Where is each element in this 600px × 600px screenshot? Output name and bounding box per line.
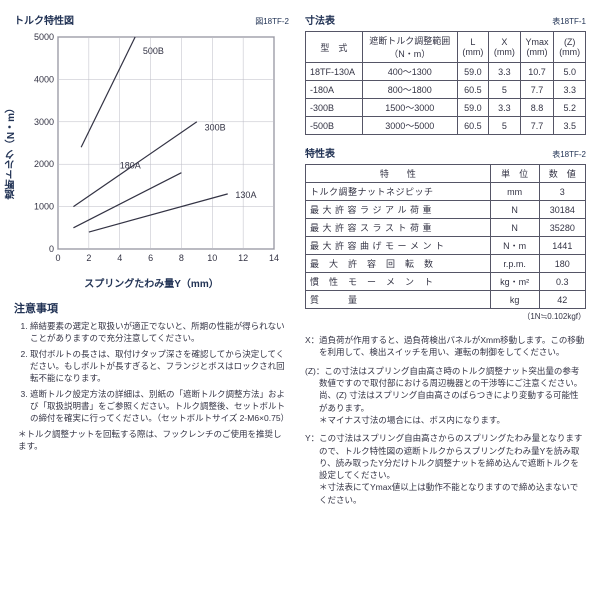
right-note-item: Y：この寸法はスプリング自由高さからのスプリングたわみ量となりますので、トルク特… — [305, 432, 586, 506]
chart-x-label: スプリングたわみ量Y（mm） — [14, 275, 289, 290]
right-note-item: X：過負荷が作用すると、過負荷検出パネルがXmm移動します。この移動を利用して、… — [305, 334, 586, 359]
table-header: 特 性 — [306, 165, 491, 183]
dimension-table: 型 式遮断トルク調整範囲（N・m）L(mm)X(mm)Ymax(mm)(Z)(m… — [305, 31, 586, 135]
torque-chart-title: トルク特性図 — [14, 12, 74, 27]
torque-chart-tag: 図18TF-2 — [255, 16, 289, 27]
dim-table-tag: 表18TF-1 — [552, 16, 586, 27]
table-row: 最 大 許 容 曲 げ モ ー メ ン トN・m1441 — [306, 237, 586, 255]
dim-table-header: 寸法表 表18TF-1 — [305, 12, 586, 27]
right-note-item: (Z)：この寸法はスプリング自由高さ時のトルク調整ナット突出量の参考数値ですので… — [305, 365, 586, 427]
right-notes: X：過負荷が作用すると、過負荷検出パネルがXmm移動します。この移動を利用して、… — [305, 334, 586, 506]
svg-text:10: 10 — [207, 253, 217, 263]
table-header: (Z)(mm) — [554, 32, 586, 63]
table-row: -180A800～180060.557.73.3 — [306, 81, 586, 99]
table-row: トルク調整ナットネジピッチmm3 — [306, 183, 586, 201]
svg-text:4000: 4000 — [34, 74, 54, 84]
chart-svg: 0 2 4 6 8 10 12 14 0 1000 2000 3000 4000 5000 500B 300B… — [20, 31, 280, 271]
dim-table-title: 寸法表 — [305, 12, 335, 27]
table-row: 最 大 許 容 ラ ジ ア ル 荷 重N30184 — [306, 201, 586, 219]
table-row: 18TF-130A400～130059.03.310.75.0 — [306, 63, 586, 81]
characteristics-table: 特 性単 位数 値トルク調整ナットネジピッチmm3最 大 許 容 ラ ジ ア ル… — [305, 164, 586, 309]
svg-text:2: 2 — [86, 253, 91, 263]
svg-text:300B: 300B — [205, 122, 226, 132]
svg-text:14: 14 — [269, 253, 279, 263]
notes-title: 注意事項 — [14, 300, 289, 316]
table-header: X(mm) — [489, 32, 521, 63]
svg-text:130A: 130A — [235, 190, 256, 200]
table-row: -500B3000～500060.557.73.5 — [306, 117, 586, 135]
chr-table-header: 特性表 表18TF-2 — [305, 145, 586, 160]
unit-footnote: （1N≒0.102kgf） — [305, 311, 586, 322]
table-header: L(mm) — [457, 32, 489, 63]
svg-text:8: 8 — [179, 253, 184, 263]
notes-sub: ＊トルク調整ナットを回転する際は、フックレンチのご使用を推奨します。 — [18, 428, 289, 453]
svg-text:500B: 500B — [143, 46, 164, 56]
table-row: 質 量kg42 — [306, 291, 586, 309]
svg-text:0: 0 — [49, 244, 54, 254]
svg-text:12: 12 — [238, 253, 248, 263]
table-header: Ymax(mm) — [520, 32, 554, 63]
list-item: 遮断トルク設定方法の詳細は、別紙の「遮断トルク調整方法」および「取扱説明書」をご… — [30, 388, 289, 425]
table-header: 数 値 — [539, 165, 585, 183]
svg-text:5000: 5000 — [34, 32, 54, 42]
torque-chart: 遮断トルク（N・m） 02468101214010002000300040005… — [20, 31, 280, 271]
table-header: 型 式 — [306, 32, 363, 63]
svg-text:6: 6 — [148, 253, 153, 263]
chart-y-label: 遮断トルク（N・m） — [4, 103, 19, 199]
torque-chart-header: トルク特性図 図18TF-2 — [14, 12, 289, 27]
list-item: 取付ボルトの長さは、取付けタップ深さを確認してから決定してください。もしボルトが… — [30, 348, 289, 385]
svg-text:180A: 180A — [120, 160, 141, 170]
table-row: 最 大 許 容 ス ラ ス ト 荷 重N35280 — [306, 219, 586, 237]
table-row: 慣 性 モ ー メ ン トkg・m²0.3 — [306, 273, 586, 291]
svg-text:0: 0 — [55, 253, 60, 263]
table-row: -300B1500～300059.03.38.85.2 — [306, 99, 586, 117]
chr-table-title: 特性表 — [305, 145, 335, 160]
list-item: 締結要素の選定と取扱いが適正でないと、所期の性能が得られないことがありますので充… — [30, 320, 289, 345]
chr-table-tag: 表18TF-2 — [552, 149, 586, 160]
table-header: 単 位 — [490, 165, 539, 183]
svg-text:4: 4 — [117, 253, 122, 263]
notes-list: 締結要素の選定と取扱いが適正でないと、所期の性能が得られないことがありますので充… — [14, 320, 289, 425]
svg-text:3000: 3000 — [34, 117, 54, 127]
svg-text:2000: 2000 — [34, 159, 54, 169]
table-header: 遮断トルク調整範囲（N・m） — [362, 32, 457, 63]
svg-text:1000: 1000 — [34, 202, 54, 212]
table-row: 最 大 許 容 回 転 数r.p.m.180 — [306, 255, 586, 273]
